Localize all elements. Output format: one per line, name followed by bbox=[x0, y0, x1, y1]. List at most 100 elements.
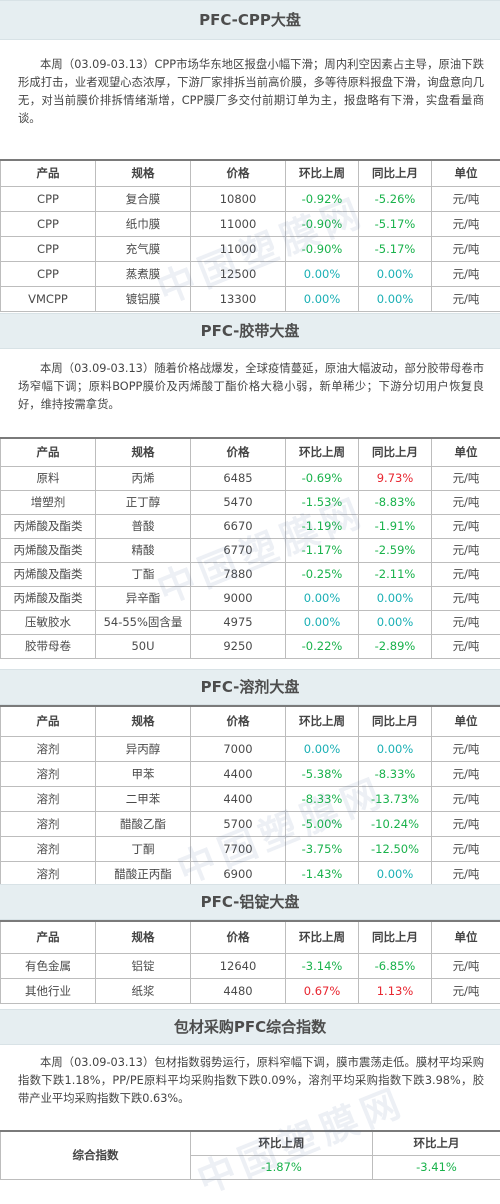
column-header: 规格 bbox=[96, 438, 191, 466]
table-cell: CPP bbox=[1, 211, 96, 236]
table-cell: 7700 bbox=[191, 836, 286, 861]
column-header: 价格 bbox=[191, 438, 286, 466]
table-cell: -2.11% bbox=[359, 562, 432, 586]
table-cell: 0.00% bbox=[359, 261, 432, 286]
column-header: 单位 bbox=[432, 921, 500, 953]
table-cell: 0.00% bbox=[286, 610, 359, 634]
section-title-cpp: PFC-CPP大盘 bbox=[0, 0, 500, 40]
section-title-solvent: PFC-溶剂大盘 bbox=[0, 669, 500, 705]
table-cell: 6900 bbox=[191, 861, 286, 886]
table-cell: 54-55%固含量 bbox=[96, 610, 191, 634]
index-value-week: -1.87% bbox=[191, 1155, 373, 1179]
table-cell: 0.00% bbox=[286, 286, 359, 311]
table-cell: -1.19% bbox=[286, 514, 359, 538]
table-cell: 6485 bbox=[191, 466, 286, 490]
column-header: 规格 bbox=[96, 921, 191, 953]
table-cell: 元/吨 bbox=[432, 786, 500, 811]
table-cell: 元/吨 bbox=[432, 761, 500, 786]
column-header: 价格 bbox=[191, 921, 286, 953]
table-cell: 丙烯酸及酯类 bbox=[1, 514, 96, 538]
table-cell: 元/吨 bbox=[432, 466, 500, 490]
table-cell: 有色金属 bbox=[1, 953, 96, 978]
table-cell: 普酸 bbox=[96, 514, 191, 538]
table-cell: 0.00% bbox=[286, 261, 359, 286]
column-header: 产品 bbox=[1, 438, 96, 466]
table-cell: 0.00% bbox=[359, 736, 432, 761]
table-cell: -0.90% bbox=[286, 236, 359, 261]
table-cell: 元/吨 bbox=[432, 538, 500, 562]
table-cell: 50U bbox=[96, 634, 191, 658]
table-cell: 元/吨 bbox=[432, 610, 500, 634]
index-value-month: -3.41% bbox=[373, 1155, 500, 1179]
cpp-paragraph: 本周（03.09-03.13）CPP市场华东地区报盘小幅下滑；周内利空因素占主导… bbox=[18, 56, 484, 128]
table-cell: 元/吨 bbox=[432, 261, 500, 286]
table-cell: 溶剂 bbox=[1, 861, 96, 886]
table-cell: 0.00% bbox=[359, 610, 432, 634]
table-cell: -8.33% bbox=[286, 786, 359, 811]
table-cell: 精酸 bbox=[96, 538, 191, 562]
table-cell: 元/吨 bbox=[432, 490, 500, 514]
index-header-month: 环比上月 bbox=[373, 1131, 500, 1155]
table-cell: 元/吨 bbox=[432, 514, 500, 538]
table-cell: 5470 bbox=[191, 490, 286, 514]
table-cell: 元/吨 bbox=[432, 811, 500, 836]
table-cell: 丁酯 bbox=[96, 562, 191, 586]
table-cell: 9250 bbox=[191, 634, 286, 658]
table-cell: 元/吨 bbox=[432, 978, 500, 1003]
column-header: 单位 bbox=[432, 438, 500, 466]
column-header: 同比上月 bbox=[359, 438, 432, 466]
table-cell: 元/吨 bbox=[432, 736, 500, 761]
table-cell: 元/吨 bbox=[432, 236, 500, 261]
column-header: 同比上月 bbox=[359, 706, 432, 736]
table-cell: 10800 bbox=[191, 186, 286, 211]
table-cell: 9.73% bbox=[359, 466, 432, 490]
table-cell: CPP bbox=[1, 236, 96, 261]
table-cell: 元/吨 bbox=[432, 836, 500, 861]
table-cell: -2.89% bbox=[359, 634, 432, 658]
table-cell: 醋酸乙酯 bbox=[96, 811, 191, 836]
table-cell: -1.17% bbox=[286, 538, 359, 562]
table-cell: 纸浆 bbox=[96, 978, 191, 1003]
table-cell: -5.26% bbox=[359, 186, 432, 211]
section-title-index: 包材采购PFC综合指数 bbox=[0, 1009, 500, 1045]
column-header: 规格 bbox=[96, 706, 191, 736]
table-cell: 12640 bbox=[191, 953, 286, 978]
table-cell: 丙烯酸及酯类 bbox=[1, 586, 96, 610]
table-cell: 4480 bbox=[191, 978, 286, 1003]
table-cell: 元/吨 bbox=[432, 286, 500, 311]
table-cell: 其他行业 bbox=[1, 978, 96, 1003]
table-cell: -12.50% bbox=[359, 836, 432, 861]
table-cell: -0.25% bbox=[286, 562, 359, 586]
table-cell: 0.00% bbox=[286, 736, 359, 761]
table-cell: 正丁醇 bbox=[96, 490, 191, 514]
table-cell: -13.73% bbox=[359, 786, 432, 811]
table-cell: 4400 bbox=[191, 786, 286, 811]
table-cell: -1.53% bbox=[286, 490, 359, 514]
table-cell: 元/吨 bbox=[432, 861, 500, 886]
table-cell: 元/吨 bbox=[432, 562, 500, 586]
table-cell: -0.92% bbox=[286, 186, 359, 211]
column-header: 单位 bbox=[432, 706, 500, 736]
table-cell: -6.85% bbox=[359, 953, 432, 978]
column-header: 环比上周 bbox=[286, 438, 359, 466]
table-cell: 0.00% bbox=[359, 861, 432, 886]
